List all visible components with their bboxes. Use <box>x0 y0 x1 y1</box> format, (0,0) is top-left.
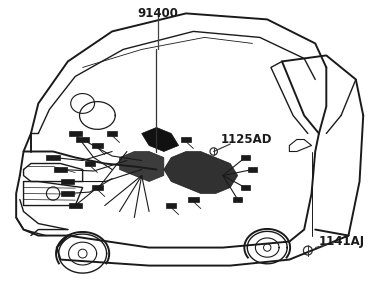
Text: 91400: 91400 <box>138 7 179 20</box>
Polygon shape <box>85 161 95 166</box>
Polygon shape <box>54 167 67 172</box>
Polygon shape <box>166 203 176 208</box>
Polygon shape <box>241 185 250 190</box>
Polygon shape <box>68 203 82 208</box>
Polygon shape <box>68 131 82 136</box>
Polygon shape <box>61 191 74 196</box>
Polygon shape <box>46 155 60 160</box>
Polygon shape <box>92 185 103 190</box>
Text: 1141AJ: 1141AJ <box>319 235 365 248</box>
Text: 1125AD: 1125AD <box>221 134 273 146</box>
Polygon shape <box>181 137 191 142</box>
Polygon shape <box>107 132 117 135</box>
Polygon shape <box>188 198 199 201</box>
Polygon shape <box>119 152 164 181</box>
Polygon shape <box>92 143 103 148</box>
Polygon shape <box>61 179 74 184</box>
Polygon shape <box>142 128 179 152</box>
Polygon shape <box>76 137 89 142</box>
Polygon shape <box>233 197 242 202</box>
Polygon shape <box>164 152 238 194</box>
Polygon shape <box>248 167 257 172</box>
Polygon shape <box>241 155 250 160</box>
